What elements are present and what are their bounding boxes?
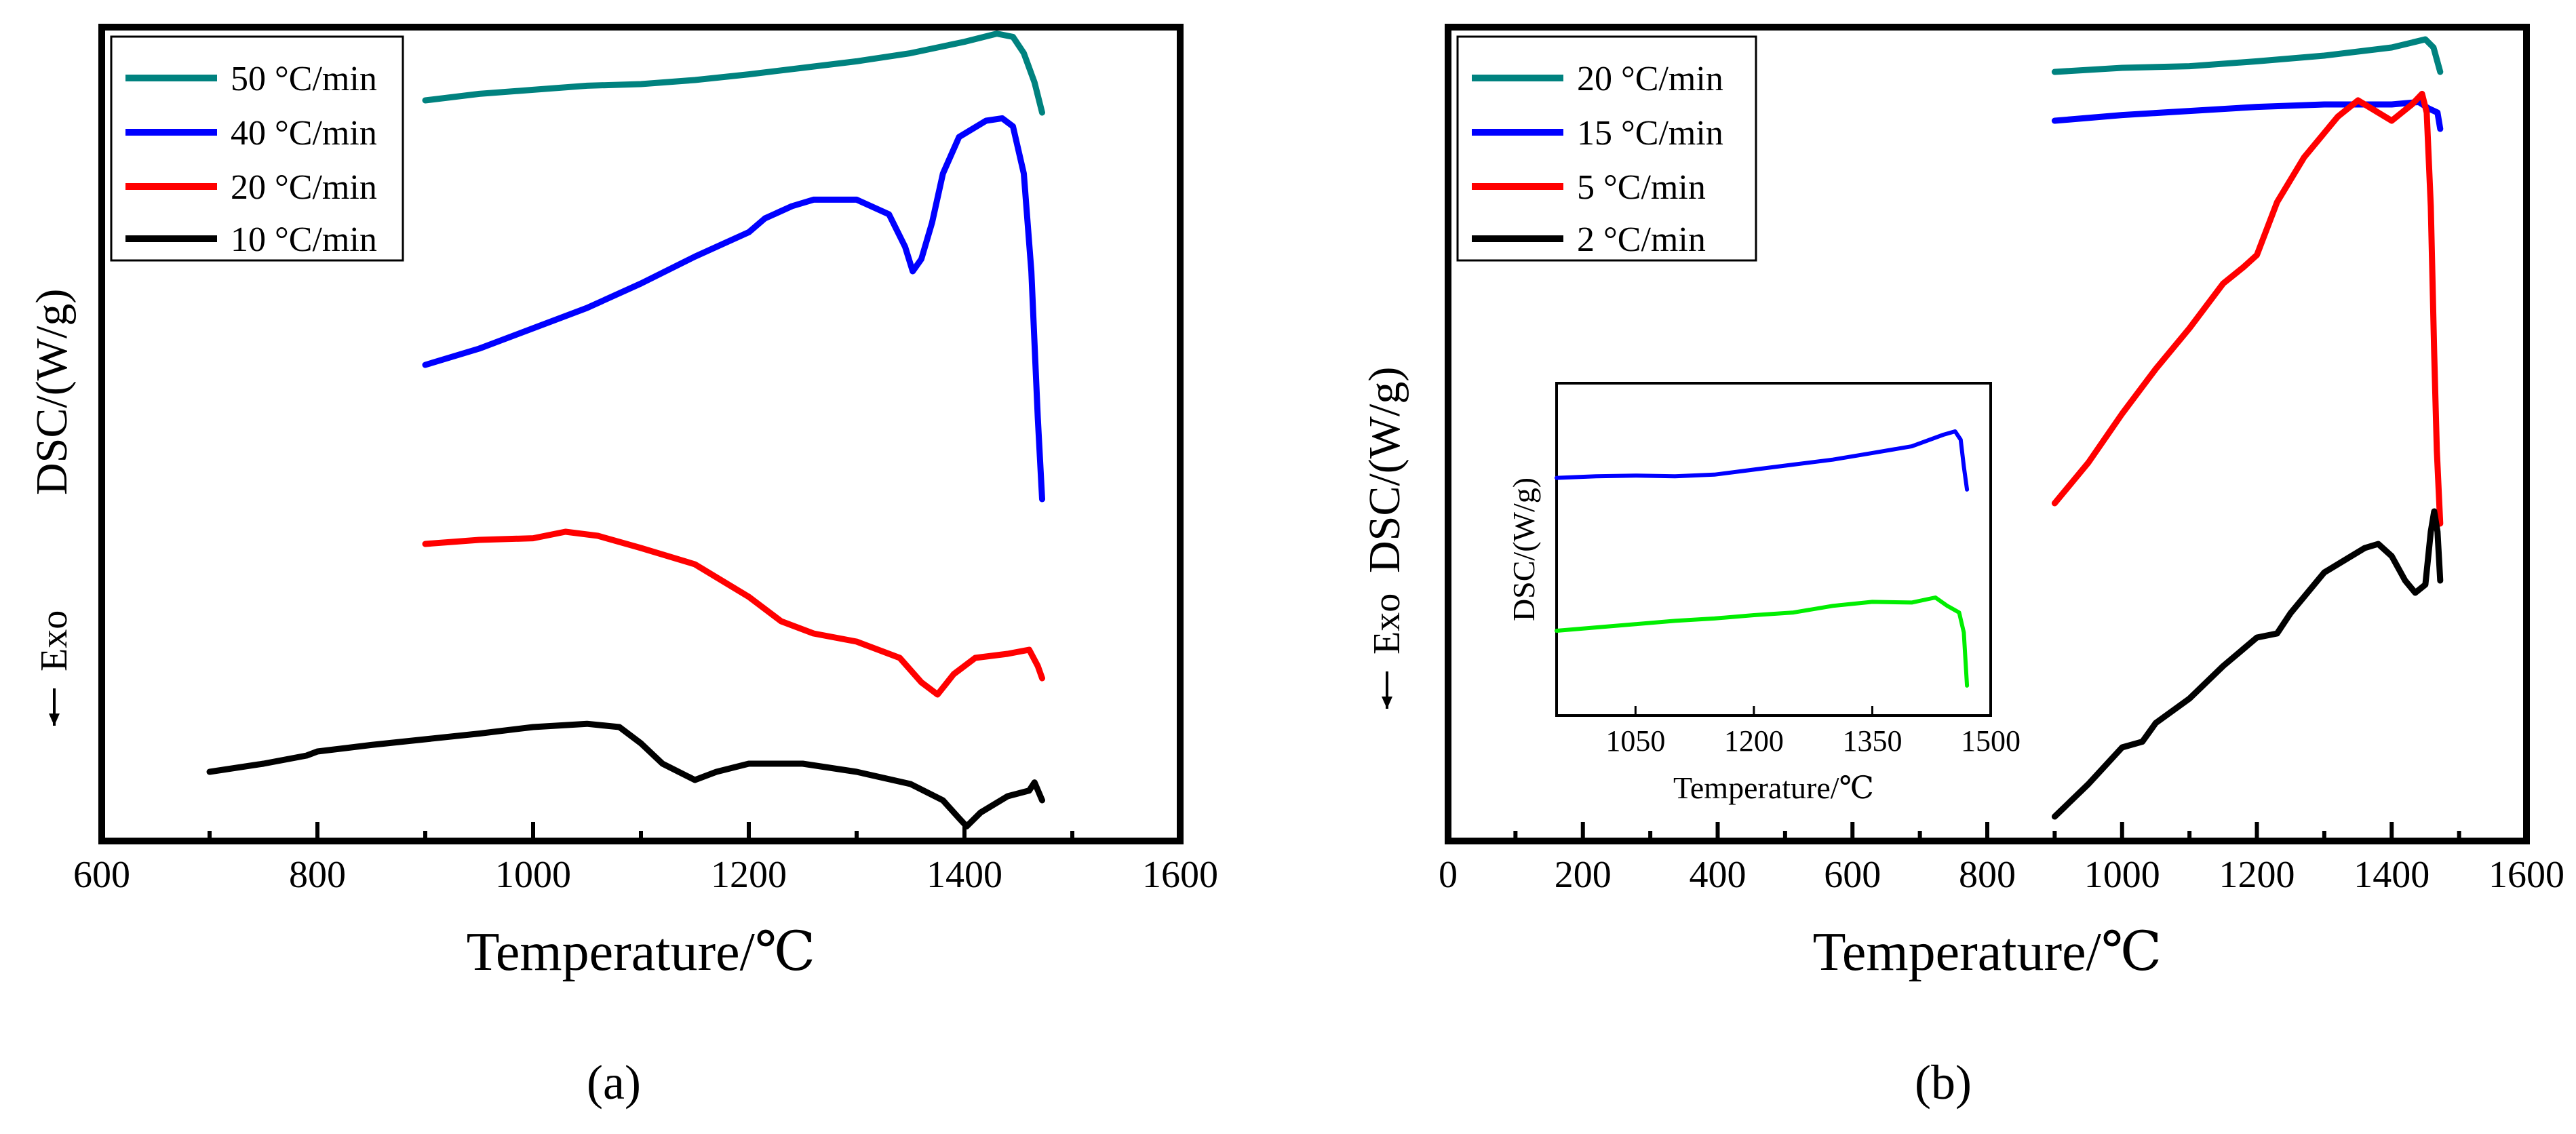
panel-a-x-ticks: 600 800 1000 1200 1400 1600: [73, 822, 1218, 896]
inset-x-ticks: 1050 1200 1350 1500: [1605, 706, 2021, 758]
panel-b-y-axis-title: Exo DSC/(W/g): [1360, 367, 1409, 709]
panel-a: 600 800 1000 1200 1400 1600 50 °C/min 40 °C/m…: [27, 24, 1218, 1110]
panel-b-tick-label-600: 600: [1824, 854, 1881, 896]
panel-b-x-ticks: 0 200 400 600 800 1000 1200 1400 1600: [1439, 822, 2564, 896]
panel-a-label: (a): [587, 1055, 641, 1110]
inset-series-15-c-min-inset: [1555, 429, 1970, 492]
inset-curves: [1555, 429, 1970, 688]
legend-b-label-20: 20 °C/min: [1577, 60, 1723, 98]
legend-b-label-2: 2 °C/min: [1577, 220, 1706, 259]
panel-b-tick-label-1000: 1000: [2084, 854, 2160, 896]
legend-a-label-10: 10 °C/min: [231, 220, 377, 259]
panel-a-legend-box: [110, 35, 404, 262]
panel-a-series-10-c-min: [206, 720, 1045, 829]
panel-b-tick-label-400: 400: [1690, 854, 1746, 896]
panel-b-exo-arrow-head: [1382, 697, 1392, 709]
panel-b-legend: 20 °C/min 15 °C/min 5 °C/min 2 °C/min: [1456, 35, 1757, 262]
panel-b-tick-label-1600: 1600: [2489, 854, 2564, 896]
panel-a-tick-label-1200: 1200: [711, 854, 787, 896]
panel-b-series-20-c-min: [2051, 36, 2444, 75]
inset-tick-label-1500: 1500: [1961, 724, 2021, 758]
panel-b-curves: [2051, 36, 2444, 820]
panel-b: 0 200 400 600 800 1000 1200 1400 1600 20 °C/min …: [1360, 24, 2564, 1110]
panel-b-series-15-c-min: [2051, 98, 2444, 132]
panel-b-series-5-c-min: [2051, 90, 2444, 527]
legend-a-label-50: 50 °C/min: [231, 60, 377, 98]
inset-series-inset-green-curve: [1555, 595, 1970, 688]
legend-a-label-20: 20 °C/min: [231, 168, 377, 207]
legend-b-label-15: 15 °C/min: [1577, 114, 1723, 153]
legend-a-label-40: 40 °C/min: [231, 114, 377, 153]
panel-b-tick-label-1200: 1200: [2219, 854, 2295, 896]
inset-tick-label-1050: 1050: [1605, 724, 1665, 758]
panel-a-tick-label-1000: 1000: [495, 854, 571, 896]
panel-a-series-20-c-min: [422, 528, 1045, 698]
panel-a-tick-label-1400: 1400: [926, 854, 1002, 896]
panel-a-tick-label-1600: 1600: [1142, 854, 1218, 896]
panel-b-inset: 1050 1200 1350 1500 Temperature/℃ DSC/(W/g): [1506, 382, 2021, 805]
panel-b-tick-label-0: 0: [1439, 854, 1458, 896]
inset-y-axis-title: DSC/(W/g): [1506, 477, 1541, 621]
panel-a-curves: [206, 31, 1045, 829]
panel-a-y-axis-title: Exo DSC/(W/g): [27, 289, 77, 726]
inset-tick-label-1350: 1350: [1842, 724, 1902, 758]
panel-b-tick-label-800: 800: [1959, 854, 2016, 896]
panel-b-series-2-c-min: [2051, 508, 2444, 820]
panel-a-exo-arrow-head: [49, 713, 60, 726]
panel-b-tick-label-200: 200: [1555, 854, 1612, 896]
panel-a-series-40-c-min: [422, 115, 1045, 503]
panel-b-ylabel: DSC/(W/g): [1360, 367, 1409, 573]
panel-b-tick-label-1400: 1400: [2354, 854, 2429, 896]
panel-a-series-50-c-min: [422, 31, 1045, 116]
panel-a-ylabel: DSC/(W/g): [27, 289, 77, 495]
inset-tick-label-1200: 1200: [1724, 724, 1784, 758]
panel-b-exo-label: Exo: [1366, 593, 1408, 654]
legend-b-label-5: 5 °C/min: [1577, 168, 1706, 207]
panel-a-exo-label: Exo: [33, 610, 75, 671]
panel-a-x-axis-title: Temperature/℃: [467, 922, 816, 982]
panel-a-tick-label-800: 800: [289, 854, 346, 896]
inset-frame: [1555, 382, 1992, 717]
inset-x-axis-title: Temperature/℃: [1673, 770, 1874, 805]
panel-b-label: (b): [1915, 1055, 1972, 1110]
panel-a-legend: 50 °C/min 40 °C/min 20 °C/min 10 °C/min: [110, 35, 404, 262]
panel-b-x-axis-title: Temperature/℃: [1813, 922, 2162, 982]
panel-a-tick-label-600: 600: [73, 854, 130, 896]
panel-b-legend-box: [1456, 35, 1757, 262]
